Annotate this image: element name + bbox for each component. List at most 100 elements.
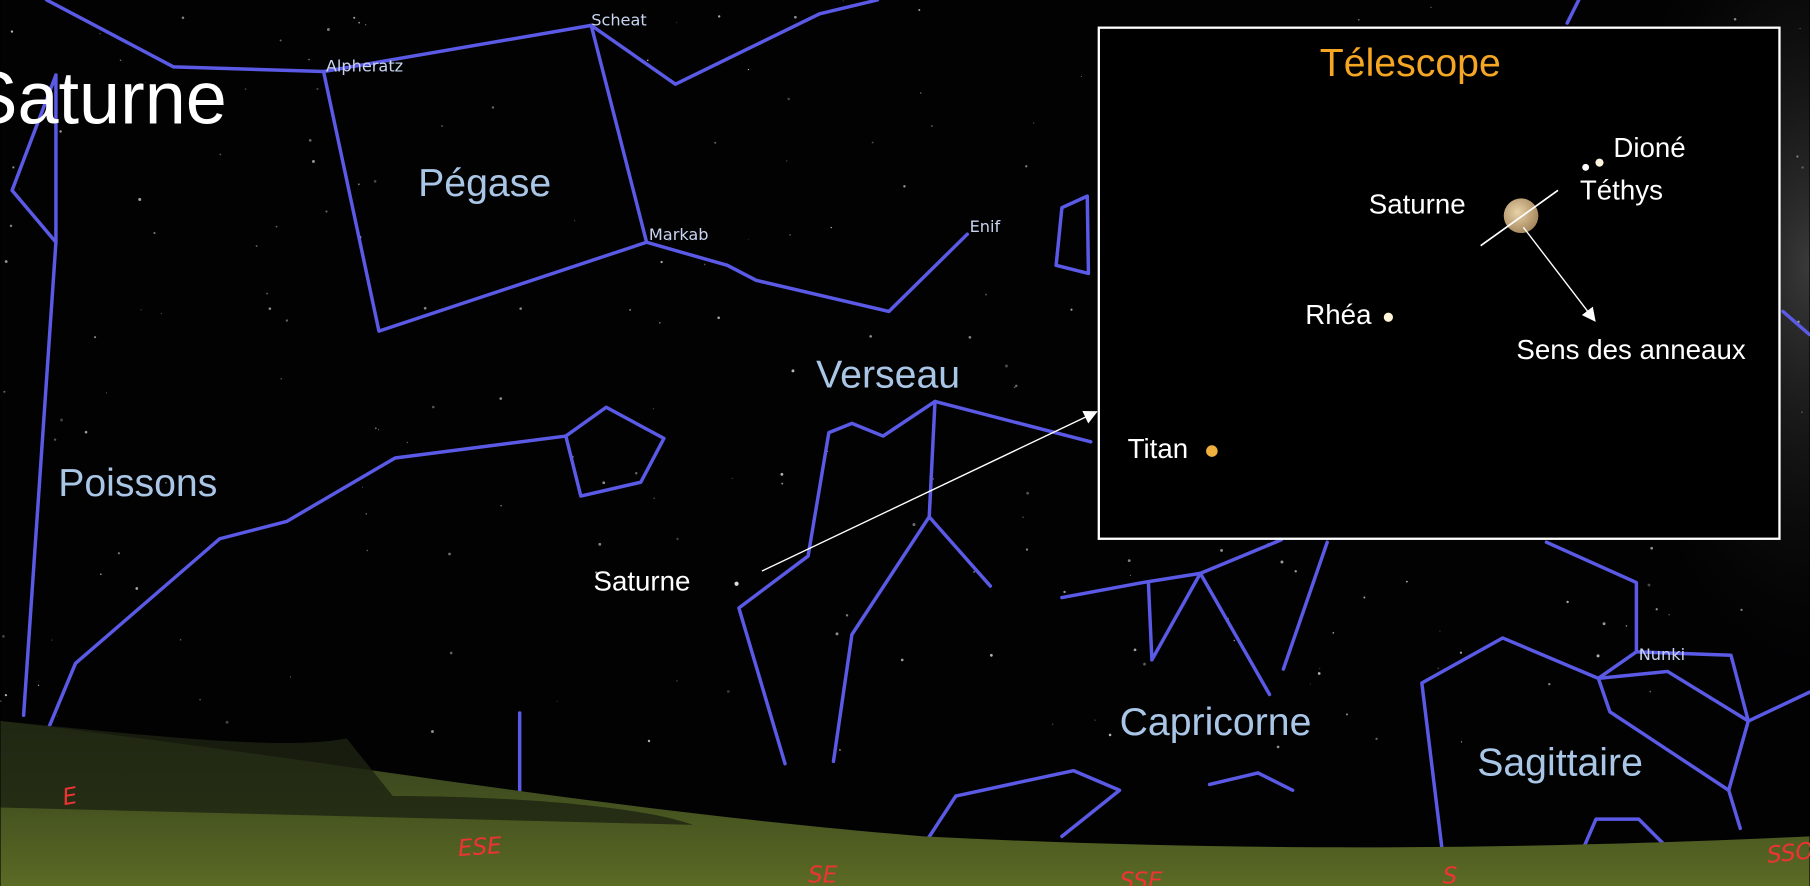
constellation-label: Verseau bbox=[816, 353, 960, 397]
ring-plane bbox=[1480, 189, 1559, 247]
star bbox=[869, 335, 872, 338]
star bbox=[1358, 19, 1360, 21]
star bbox=[358, 21, 361, 24]
star bbox=[1602, 622, 1606, 626]
star-field bbox=[0, 0, 1804, 762]
star bbox=[1459, 651, 1463, 654]
star bbox=[703, 263, 706, 266]
star bbox=[556, 700, 558, 702]
moon bbox=[1582, 163, 1590, 171]
star bbox=[353, 16, 356, 19]
star bbox=[1294, 570, 1297, 573]
moon bbox=[1383, 312, 1393, 322]
star bbox=[1548, 682, 1551, 686]
moon bbox=[1206, 445, 1218, 457]
star bbox=[2, 635, 5, 638]
star bbox=[316, 87, 319, 91]
star bbox=[659, 321, 661, 324]
star bbox=[789, 234, 791, 236]
star bbox=[373, 180, 377, 183]
star bbox=[791, 369, 795, 373]
star bbox=[787, 97, 791, 101]
star bbox=[1319, 667, 1321, 669]
star bbox=[135, 587, 139, 590]
star bbox=[219, 153, 222, 156]
star bbox=[1276, 745, 1280, 749]
constellation-label: Capricorne bbox=[1120, 700, 1312, 744]
star bbox=[165, 482, 167, 484]
star bbox=[499, 397, 503, 400]
star bbox=[12, 166, 15, 169]
star bbox=[629, 308, 632, 311]
star bbox=[676, 22, 678, 24]
star bbox=[1022, 516, 1024, 519]
star bbox=[311, 160, 315, 163]
saturn-disk bbox=[1503, 198, 1539, 234]
star bbox=[1668, 614, 1670, 616]
star bbox=[1733, 17, 1737, 21]
star bbox=[199, 699, 201, 701]
star bbox=[1625, 625, 1628, 627]
star bbox=[1375, 737, 1378, 741]
star bbox=[1655, 608, 1658, 611]
star bbox=[1127, 559, 1131, 563]
star bbox=[9, 224, 13, 228]
star bbox=[1596, 654, 1600, 658]
star bbox=[985, 293, 988, 296]
constellation-lines bbox=[10, 0, 1810, 856]
star bbox=[244, 88, 247, 91]
star bbox=[268, 307, 272, 310]
star bbox=[255, 245, 258, 247]
star bbox=[1080, 75, 1082, 77]
star bbox=[1801, 411, 1803, 413]
star bbox=[1070, 308, 1073, 311]
star bbox=[830, 226, 832, 229]
direction-label: SSE bbox=[1120, 868, 1163, 886]
moon-label: Téthys bbox=[1580, 175, 1663, 206]
direction-label: ESE bbox=[457, 833, 503, 862]
star bbox=[668, 239, 670, 241]
star bbox=[1280, 560, 1284, 564]
star bbox=[594, 571, 598, 574]
planet-label: Saturne bbox=[594, 566, 691, 597]
star bbox=[718, 15, 721, 18]
star bbox=[727, 690, 730, 693]
star bbox=[1649, 690, 1652, 693]
star bbox=[920, 92, 922, 94]
star bbox=[138, 198, 142, 201]
constellation-label: Poissons bbox=[58, 461, 217, 505]
star bbox=[900, 658, 904, 662]
moon bbox=[1595, 158, 1604, 167]
star-label: Enif bbox=[970, 217, 1001, 236]
star bbox=[365, 513, 368, 515]
star bbox=[160, 313, 162, 315]
star bbox=[1129, 574, 1131, 576]
star bbox=[280, 378, 282, 380]
star bbox=[3, 390, 6, 393]
star bbox=[903, 185, 906, 188]
star bbox=[747, 238, 749, 240]
star bbox=[918, 8, 921, 12]
star bbox=[845, 614, 849, 617]
tree-line bbox=[0, 721, 693, 825]
star bbox=[94, 336, 97, 339]
star bbox=[676, 537, 679, 541]
star bbox=[423, 306, 427, 310]
star bbox=[1796, 155, 1799, 158]
star bbox=[491, 106, 495, 109]
star bbox=[1430, 6, 1432, 8]
star bbox=[289, 676, 291, 678]
star bbox=[1799, 27, 1801, 30]
star bbox=[1566, 600, 1569, 604]
star bbox=[406, 441, 409, 444]
star bbox=[1133, 648, 1137, 652]
star bbox=[973, 570, 976, 573]
star bbox=[1063, 590, 1066, 594]
star bbox=[0, 700, 2, 702]
star bbox=[4, 260, 8, 263]
moon-label: Titan bbox=[1128, 433, 1188, 464]
star bbox=[99, 573, 102, 576]
star bbox=[441, 125, 443, 127]
direction-label: E bbox=[61, 783, 80, 811]
star bbox=[225, 720, 229, 724]
